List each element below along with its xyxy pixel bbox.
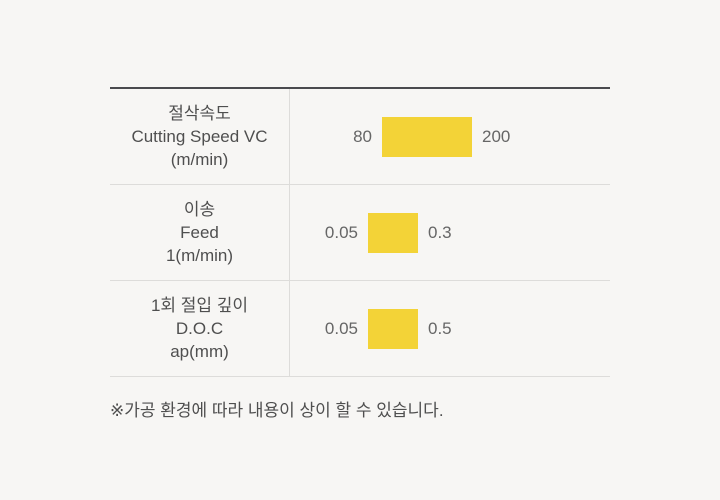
row-value-depth-of-cut: 0.05 0.5 <box>290 281 610 376</box>
row-label-cutting-speed: 절삭속도 Cutting Speed VC (m/min) <box>110 89 290 184</box>
row-label-korean: 1회 절입 깊이 <box>150 296 249 315</box>
range-min-value: 0.05 <box>324 318 358 338</box>
table-row-feed: 이송 Feed 1(m/min) 0.05 0.3 <box>110 185 610 281</box>
range-min-value: 0.05 <box>324 222 358 242</box>
row-label-english: Feed <box>180 223 219 242</box>
row-label-unit: ap(mm) <box>170 342 229 361</box>
cutting-conditions-table: 절삭속도 Cutting Speed VC (m/min) 80 200 이송 … <box>110 87 610 377</box>
row-label-korean: 절삭속도 <box>168 104 231 123</box>
row-label-feed: 이송 Feed 1(m/min) <box>110 185 290 280</box>
row-value-feed: 0.05 0.3 <box>290 185 610 280</box>
row-value-cutting-speed: 80 200 <box>290 89 610 184</box>
row-label-unit: (m/min) <box>170 150 229 169</box>
table-row-cutting-speed: 절삭속도 Cutting Speed VC (m/min) 80 200 <box>110 89 610 185</box>
row-label-korean: 이송 <box>183 200 216 219</box>
range-max-value: 200 <box>482 126 511 146</box>
table-row-depth-of-cut: 1회 절입 깊이 D.O.C ap(mm) 0.05 0.5 <box>110 281 610 377</box>
footnote: ※가공 환경에 따라 내용이 상이 할 수 있습니다. <box>110 401 444 420</box>
row-label-english: D.O.C <box>175 319 224 338</box>
row-label-english: Cutting Speed VC <box>131 127 268 146</box>
range-max-value: 0.3 <box>428 222 452 242</box>
row-label-depth-of-cut: 1회 절입 깊이 D.O.C ap(mm) <box>110 281 290 376</box>
range-max-value: 0.5 <box>428 318 452 338</box>
row-label-unit: 1(m/min) <box>165 246 234 265</box>
range-min-value: 80 <box>353 126 372 146</box>
range-bar <box>368 308 418 349</box>
range-bar <box>382 116 472 157</box>
range-bar <box>368 212 418 253</box>
